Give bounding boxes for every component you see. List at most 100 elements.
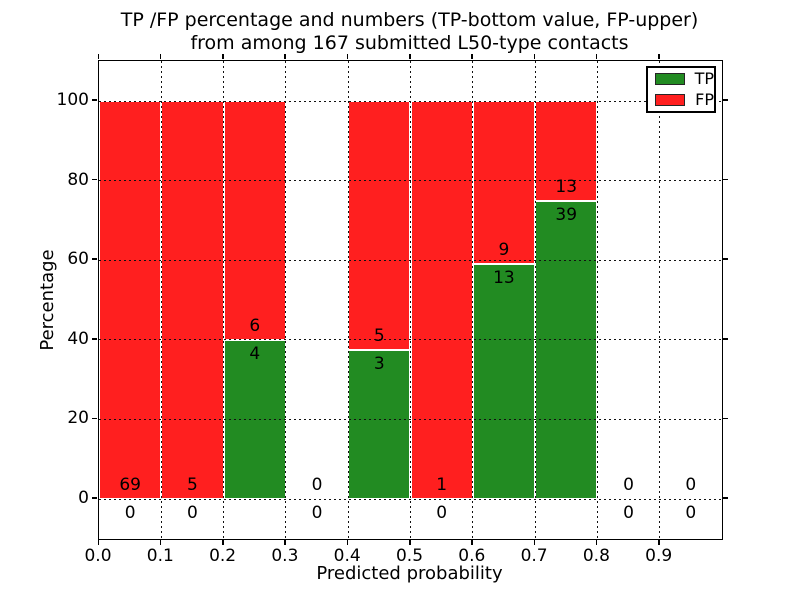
tp-count-label: 0 — [187, 503, 198, 523]
x-top-tick-mark — [409, 53, 411, 59]
y-tick-mark — [91, 338, 97, 340]
legend: TP FP — [646, 66, 716, 113]
gridline-vertical — [285, 61, 287, 539]
y-tick-mark — [91, 417, 97, 420]
legend-label-fp: FP — [695, 90, 714, 109]
bar-segment-fp — [535, 101, 598, 201]
y-tick-label: 80 — [67, 169, 89, 190]
x-tick-mark — [595, 539, 598, 545]
gridline-vertical — [659, 61, 661, 539]
x-tick-mark — [409, 539, 411, 545]
x-tick-label: 0.1 — [146, 546, 174, 566]
fp-count-label: 0 — [623, 475, 634, 495]
y-tick-label: 20 — [67, 408, 89, 429]
bar-segment-fp — [348, 101, 411, 350]
x-tick-mark — [159, 539, 162, 545]
gridline-horizontal — [99, 100, 722, 102]
tp-count-label: 13 — [493, 267, 515, 288]
gridline-horizontal — [99, 498, 722, 500]
fp-count-label: 6 — [249, 315, 261, 336]
x-tick-mark — [533, 539, 536, 545]
gridline-horizontal — [99, 339, 722, 341]
x-tick-label: 0.0 — [84, 546, 112, 566]
tp-count-label: 0 — [311, 503, 323, 523]
gridline-vertical — [410, 61, 411, 539]
legend-swatch-fp — [655, 94, 686, 106]
gridline-horizontal — [99, 418, 722, 420]
y-tick-label: 40 — [67, 328, 89, 349]
x-top-tick-mark — [222, 53, 224, 59]
y-tick-label: 60 — [67, 249, 89, 270]
bar-segment-fp — [99, 101, 162, 499]
bar-segment-tp — [535, 200, 598, 499]
tp-count-label: 0 — [436, 503, 448, 523]
x-tick-mark — [471, 539, 473, 545]
fp-count-label: 69 — [119, 475, 141, 495]
fp-count-label: 0 — [311, 475, 323, 495]
y-right-tick-mark — [722, 338, 728, 340]
bar-segment-tp — [348, 349, 411, 499]
fp-count-label: 5 — [187, 475, 198, 495]
bar-segment-fp — [410, 101, 473, 499]
x-tick-mark — [284, 539, 286, 545]
x-tick-mark — [346, 539, 349, 545]
x-top-tick-mark — [346, 53, 349, 59]
y-tick-mark — [91, 258, 97, 260]
x-tick-label: 0.7 — [520, 546, 548, 566]
bars-layer — [99, 61, 722, 539]
legend-entry-tp: TP — [648, 69, 714, 89]
y-tick-label: 0 — [78, 488, 89, 508]
fp-count-label: 5 — [373, 325, 385, 346]
y-right-tick-mark — [722, 258, 728, 260]
tp-count-label: 0 — [685, 503, 697, 523]
fp-count-label: 9 — [498, 239, 510, 260]
bar-segment-tp — [472, 263, 536, 499]
tp-count-label: 3 — [373, 353, 385, 374]
y-axis-label: Percentage — [37, 249, 58, 351]
gridline-horizontal — [99, 259, 722, 261]
x-tick-label: 0.3 — [271, 546, 299, 566]
gridline-vertical — [160, 61, 162, 539]
y-right-tick-mark — [722, 417, 728, 420]
y-right-tick-mark — [722, 178, 728, 181]
tp-count-label: 0 — [623, 503, 634, 523]
tp-count-label: 4 — [249, 343, 261, 364]
gridline-horizontal — [99, 180, 722, 182]
gridline-vertical — [347, 61, 349, 539]
legend-label-tp: TP — [694, 69, 714, 88]
tp-count-label: 0 — [124, 503, 136, 523]
bar-value-labels-layer: 69 0 5 0 6 4 0 0 5 3 1 0 9 13 13 39 0 0 0 0 — [99, 61, 722, 539]
grid-layer — [99, 61, 722, 539]
x-top-tick-mark — [658, 53, 660, 59]
x-top-tick-mark — [97, 53, 99, 59]
x-tick-label: 0.2 — [209, 546, 237, 566]
x-tick-label: 0.6 — [458, 546, 486, 566]
x-tick-mark — [222, 539, 224, 545]
y-tick-mark — [91, 99, 97, 101]
gridline-vertical — [596, 61, 598, 539]
plot-area: 69 0 5 0 6 4 0 0 5 3 1 0 9 13 13 39 0 0 0 0 — [98, 60, 723, 540]
chart-title-line1: TP /FP percentage and numbers (TP-bottom… — [120, 9, 699, 31]
legend-entry-fp: FP — [648, 90, 714, 110]
x-tick-label: 0.9 — [645, 546, 673, 566]
x-top-tick-mark — [284, 53, 286, 59]
fp-count-label: 1 — [436, 475, 448, 495]
y-tick-mark — [91, 178, 97, 181]
x-tick-label: 0.8 — [582, 546, 610, 566]
x-top-tick-mark — [533, 53, 536, 59]
y-tick-mark — [91, 497, 97, 499]
y-right-tick-mark — [722, 99, 728, 101]
x-top-tick-mark — [595, 53, 598, 59]
x-tick-label: 0.4 — [333, 546, 361, 566]
fp-count-label: 13 — [555, 176, 578, 197]
gridline-vertical — [472, 61, 474, 539]
bar-segment-fp — [161, 101, 224, 499]
chart-title-line2: from among 167 submitted L50-type contac… — [190, 32, 629, 54]
x-axis-label: Predicted probability — [316, 563, 503, 584]
x-tick-label: 0.5 — [395, 546, 424, 566]
x-tick-mark — [97, 539, 99, 545]
tp-count-label: 39 — [555, 204, 578, 225]
fp-count-label: 0 — [685, 475, 697, 495]
legend-swatch-tp — [655, 73, 685, 85]
